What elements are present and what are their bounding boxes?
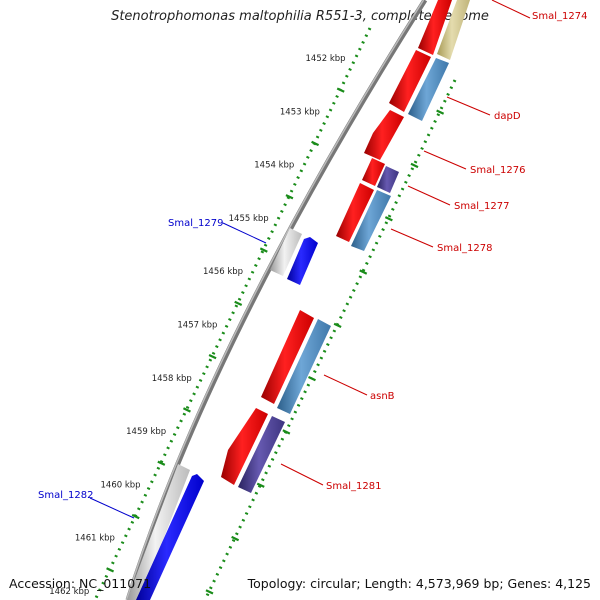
gene-label-asnb[interactable]: asnB (370, 391, 395, 402)
ruler-major-tick (106, 567, 115, 573)
ruler-major-tick (234, 300, 243, 306)
ruler-major-tick (157, 460, 166, 466)
label-leaders (89, 0, 531, 519)
cds-arrow[interactable] (287, 237, 318, 285)
ruler-label: 1462 kbp (49, 587, 89, 597)
ruler-major-tick (205, 589, 214, 595)
gene-smal-1274-pair[interactable] (418, 0, 470, 60)
cds-arrow[interactable] (362, 158, 385, 186)
gene-label-smal-1277[interactable]: Smal_1277 (454, 201, 509, 212)
cds-arrow[interactable] (221, 408, 268, 485)
ruler-label: 1461 kbp (75, 534, 115, 544)
map-title: Stenotrophomonas maltophilia R551-3, com… (111, 9, 489, 24)
ruler-major-tick (333, 322, 342, 328)
ruler-major-tick (259, 247, 268, 253)
gene-label-dapd[interactable]: dapD (494, 111, 521, 122)
gene-block[interactable] (238, 416, 285, 493)
gene-smal-1279-pair[interactable] (270, 228, 318, 285)
ruler-major-tick (131, 513, 140, 520)
ruler-label: 1452 kbp (306, 54, 346, 64)
accession-label: Accession: NC_011071 (9, 576, 152, 591)
gene-label-smal-1276[interactable]: Smal_1276 (470, 165, 525, 176)
cds-arrow[interactable] (418, 0, 452, 55)
ruler-label: 1454 kbp (254, 161, 294, 171)
gene-label-smal-1274[interactable]: Smal_1274 (532, 11, 587, 22)
genome-backbone (125, 0, 428, 600)
gene-asnb-pair[interactable] (261, 310, 331, 414)
gene-smal-1277-pair[interactable] (362, 158, 399, 193)
ruler-major-tick (182, 407, 191, 413)
gene-label-smal-1281[interactable]: Smal_1281 (326, 481, 381, 492)
gene-block[interactable] (408, 58, 449, 121)
ruler-major-tick (256, 482, 265, 488)
topology-label: Topology: circular; Length: 4,573,969 bp… (247, 576, 591, 591)
ruler-major-tick (208, 354, 217, 360)
genome-backbone-highlight (125, 0, 425, 600)
gene-block[interactable] (270, 228, 302, 276)
ruler-major-tick (410, 162, 419, 169)
outer-dotted-track (93, 27, 372, 600)
ruler-label: 1456 kbp (203, 267, 243, 277)
ruler-major-tick (436, 109, 445, 115)
gene-dapd-pair[interactable] (389, 50, 449, 121)
gene-block[interactable] (351, 190, 391, 251)
gene-smal-1278-pair[interactable] (336, 183, 391, 251)
cds-arrow[interactable] (389, 50, 431, 112)
gene-smal-1276-pair[interactable] (364, 110, 404, 160)
gene-block[interactable] (277, 319, 331, 414)
gene-block[interactable] (377, 166, 399, 193)
gene-label-smal-1282[interactable]: Smal_1282 (38, 490, 93, 501)
cds-arrow[interactable] (364, 110, 404, 160)
ruler-label: 1455 kbp (229, 214, 269, 224)
ruler-major-tick (336, 87, 345, 93)
gene-label-smal-1279[interactable]: Smal_1279 (168, 218, 223, 229)
ruler-major-tick (308, 376, 316, 382)
ruler-label: 1459 kbp (126, 427, 166, 437)
gene-smal-1281-pair[interactable] (221, 408, 285, 493)
ruler-major-tick (285, 194, 294, 200)
ruler-major-tick (282, 429, 291, 435)
cds-arrow[interactable] (336, 183, 374, 242)
ruler-label: 1460 kbp (101, 480, 141, 490)
ruler-major-tick (231, 535, 240, 542)
gene-block[interactable] (437, 0, 470, 60)
gene-label-smal-1278[interactable]: Smal_1278 (437, 243, 492, 254)
ruler-major-tick (384, 216, 393, 222)
ruler-major-tick (359, 269, 368, 275)
ruler-label: 1457 kbp (177, 321, 217, 331)
ruler-label: 1453 kbp (280, 107, 320, 117)
ruler-label: 1458 kbp (152, 374, 192, 384)
inner-dotted-track (203, 79, 457, 600)
cds-arrow[interactable] (136, 474, 204, 600)
cds-arrow[interactable] (261, 310, 314, 404)
ruler-major-tick (311, 140, 320, 147)
gene-smal-1282-pair[interactable] (127, 464, 204, 600)
gene-block[interactable] (127, 464, 190, 600)
